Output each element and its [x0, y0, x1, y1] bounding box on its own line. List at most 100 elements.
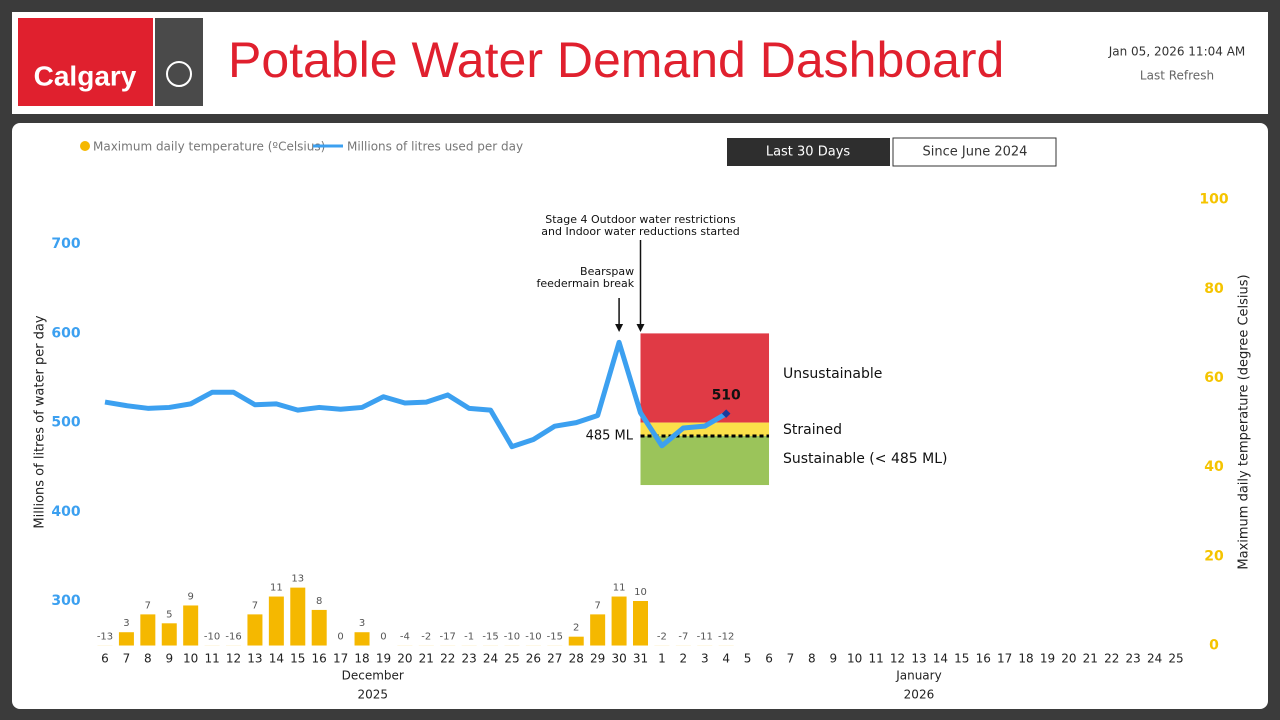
x-tick-label: 15: [290, 652, 305, 666]
bar-label: -16: [225, 632, 241, 643]
bar: [118, 632, 134, 646]
bar-label: 0: [380, 632, 386, 643]
y-tick-label: 600: [51, 325, 80, 341]
x-tick-label: 26: [526, 652, 541, 666]
bar: [161, 623, 177, 646]
bar-label: -10: [204, 632, 220, 643]
x-tick-label: 11: [868, 652, 883, 666]
bar-label: -11: [697, 632, 713, 643]
timestamp: Jan 05, 2026 11:04 AM: [1108, 45, 1246, 59]
x-tick-label: 24: [1147, 652, 1162, 666]
x-tick-label: 14: [933, 652, 948, 666]
x-tick-label: 6: [101, 652, 109, 666]
x-tick-label: 31: [633, 652, 648, 666]
header-panel: [12, 12, 1268, 114]
bar-label: 2: [573, 623, 579, 634]
bar-label: 7: [145, 600, 151, 611]
y-tick-label: 700: [51, 236, 80, 252]
bar-label: 11: [613, 583, 626, 594]
bar: [354, 632, 370, 646]
x-tick-label: 21: [1083, 652, 1098, 666]
x-tick-label: 30: [611, 652, 626, 666]
last-point: [721, 409, 731, 418]
bar: [675, 645, 691, 646]
bar: [525, 645, 541, 646]
x-tick-label: 8: [144, 652, 152, 666]
x-tick-label: 16: [312, 652, 327, 666]
bar: [140, 614, 156, 646]
bar: [247, 614, 263, 646]
zone-label: Strained: [783, 422, 842, 438]
x-tick-label: 18: [354, 652, 369, 666]
bar-label: -10: [525, 632, 541, 643]
bar: [461, 645, 477, 646]
bar: [568, 636, 584, 646]
bar-label: -2: [657, 632, 667, 643]
legend-label: Maximum daily temperature (ºCelsius): [93, 140, 325, 154]
y-tick-label: 300: [51, 593, 80, 609]
bar: [633, 601, 648, 646]
button-label[interactable]: Since June 2024: [923, 145, 1028, 160]
x-tick-label: 22: [1104, 652, 1119, 666]
x-tick-label: 1: [658, 652, 666, 666]
bar: [204, 645, 220, 646]
zone-label: Unsustainable: [783, 366, 882, 382]
bar: [268, 596, 284, 646]
bar-label: -7: [678, 632, 688, 643]
bar-label: 5: [166, 609, 172, 620]
bar-label: 10: [634, 587, 647, 598]
bar: [440, 645, 456, 646]
x-tick-label: 8: [808, 652, 816, 666]
bar-label: 7: [252, 600, 258, 611]
bar: [611, 596, 627, 646]
x-tick-label: 18: [1018, 652, 1033, 666]
bar-label: 8: [316, 596, 322, 607]
x-tick-label: 22: [440, 652, 455, 666]
y2-tick-label: 40: [1204, 459, 1224, 475]
x-tick-label: 11: [204, 652, 219, 666]
bar-label: -12: [718, 632, 734, 643]
bar: [697, 645, 713, 646]
x-tick-label: 6: [765, 652, 773, 666]
zone-label: Sustainable (< 485 ML): [783, 451, 947, 467]
last-value-label: 510: [712, 388, 741, 404]
x-tick-label: 19: [1040, 652, 1055, 666]
bar: [418, 645, 434, 646]
x-group-label: December: [342, 669, 404, 683]
annotation: and Indoor water reductions started: [541, 225, 739, 238]
bar: [504, 645, 520, 646]
bar-label: -1: [464, 632, 474, 643]
x-group-year: 2026: [904, 688, 935, 702]
crest-icon: [166, 61, 192, 87]
x-tick-label: 17: [997, 652, 1012, 666]
x-tick-label: 27: [547, 652, 562, 666]
x-tick-label: 25: [504, 652, 519, 666]
x-tick-label: 9: [165, 652, 173, 666]
bar-label: 9: [187, 591, 193, 602]
y-tick-label: 500: [51, 415, 80, 431]
bar-label: 0: [337, 632, 343, 643]
x-group-label: January: [895, 669, 942, 683]
bar-label: 3: [359, 618, 365, 629]
button[interactable]: [892, 137, 1057, 167]
x-tick-label: 12: [226, 652, 241, 666]
line: [104, 339, 728, 450]
button-active[interactable]: [727, 138, 890, 166]
button-label[interactable]: Last 30 Days: [766, 145, 851, 160]
bar: [226, 645, 242, 646]
bar-label: 13: [291, 574, 304, 585]
x-group-year: 2025: [357, 688, 388, 702]
bar-label: 7: [594, 600, 600, 611]
x-tick-label: 23: [461, 652, 476, 666]
y2-tick-label: 60: [1204, 370, 1224, 386]
zone: [640, 333, 770, 423]
x-tick-label: 16: [976, 652, 991, 666]
brand: Calgary: [34, 60, 137, 91]
bar: [183, 605, 199, 646]
x-tick-label: 9: [829, 652, 837, 666]
bar: [718, 645, 734, 646]
x-tick-label: 20: [1061, 652, 1076, 666]
bar-label: -13: [97, 632, 113, 643]
bar-label: -4: [400, 632, 410, 643]
logo-red: [18, 18, 153, 106]
